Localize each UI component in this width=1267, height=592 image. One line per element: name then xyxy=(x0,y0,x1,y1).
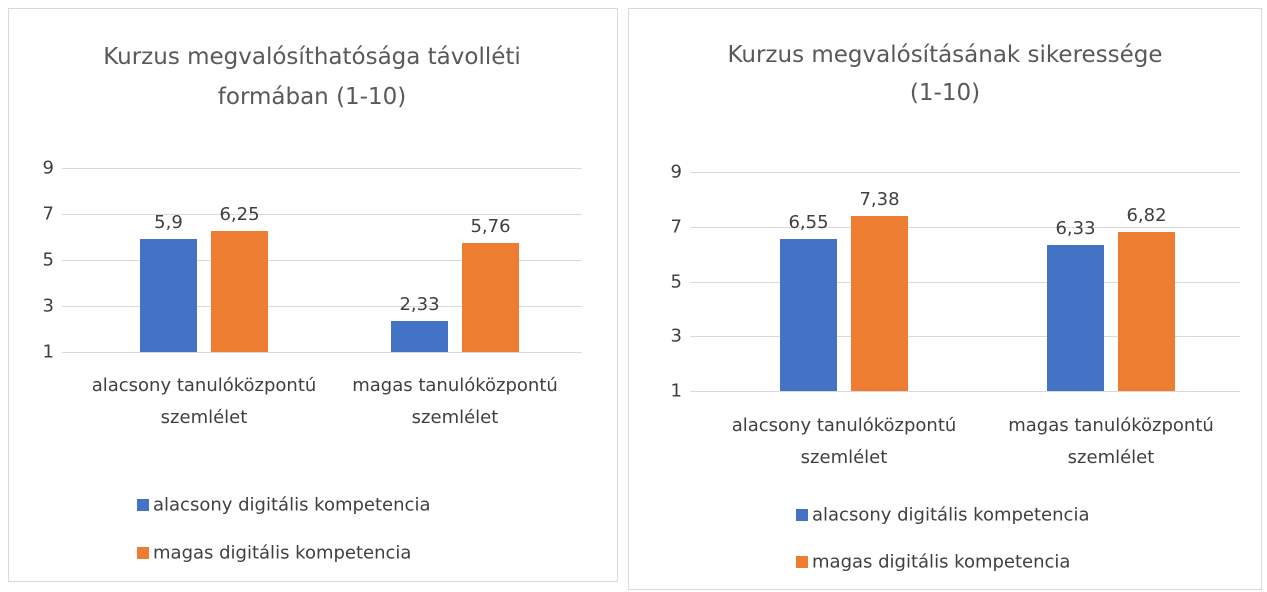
y-tick-label: 7 xyxy=(42,203,54,225)
bar xyxy=(1047,245,1104,391)
x-tick-label: alacsony tanulóközpontú szemlélet xyxy=(731,415,957,468)
data-label: 5,9 xyxy=(154,212,183,234)
legend-label: alacsony digitális kompetencia xyxy=(153,494,431,516)
grid-line xyxy=(690,226,1240,228)
x-tick-label: magas tanulóközpontú szemlélet xyxy=(1008,415,1214,468)
chart-frame xyxy=(8,8,618,582)
grid-line xyxy=(690,172,1240,173)
legend-label: magas digitális kompetencia xyxy=(812,551,1071,573)
legend-swatch xyxy=(796,556,808,568)
chart-title: formában (1-10) xyxy=(217,84,407,110)
grid-line xyxy=(62,352,582,353)
chart-frame xyxy=(628,8,1262,590)
bar xyxy=(1118,231,1175,391)
legend-swatch xyxy=(137,547,149,559)
grid-line xyxy=(62,260,582,261)
data-label: 6,25 xyxy=(219,204,260,226)
bar xyxy=(140,239,197,352)
x-tick-label: magas tanulóközpontú szemlélet xyxy=(352,375,558,428)
bar xyxy=(851,216,908,391)
chart-title: Kurzus megvalósításának sikeressége xyxy=(727,42,1163,68)
grid-line xyxy=(62,306,582,307)
x-tick-label: alacsony tanulóközpontú szemlélet xyxy=(91,375,317,428)
bar xyxy=(462,242,519,352)
y-tick-label: 5 xyxy=(42,249,54,271)
legend-label: magas digitális kompetencia xyxy=(153,542,412,564)
data-label: 2,33 xyxy=(399,294,440,316)
bar xyxy=(780,239,837,391)
y-tick-label: 1 xyxy=(670,380,682,402)
y-tick-label: 7 xyxy=(670,216,682,238)
legend-label: alacsony digitális kompetencia xyxy=(812,504,1090,526)
chart-title: Kurzus megvalósíthatósága távolléti xyxy=(103,44,521,70)
y-tick-label: 1 xyxy=(42,341,54,363)
bar xyxy=(391,321,448,352)
grid-line xyxy=(690,281,1240,283)
data-label: 7,38 xyxy=(859,189,900,211)
data-label: 6,82 xyxy=(1126,204,1167,226)
data-label: 5,76 xyxy=(470,215,511,237)
grid-line xyxy=(690,391,1240,392)
y-tick-label: 3 xyxy=(670,325,682,347)
legend-swatch xyxy=(137,499,149,511)
chart-title: (1-10) xyxy=(909,80,981,106)
grid-line xyxy=(62,214,582,215)
y-tick-label: 9 xyxy=(670,161,682,183)
legend-swatch xyxy=(796,509,808,521)
grid-line xyxy=(62,168,582,169)
y-tick-label: 9 xyxy=(42,157,54,179)
y-tick-label: 5 xyxy=(670,271,682,292)
bar xyxy=(211,231,268,352)
y-tick-label: 3 xyxy=(42,295,54,317)
data-label: 6,33 xyxy=(1055,218,1096,240)
grid-line xyxy=(690,336,1240,338)
data-label: 6,55 xyxy=(788,212,829,234)
